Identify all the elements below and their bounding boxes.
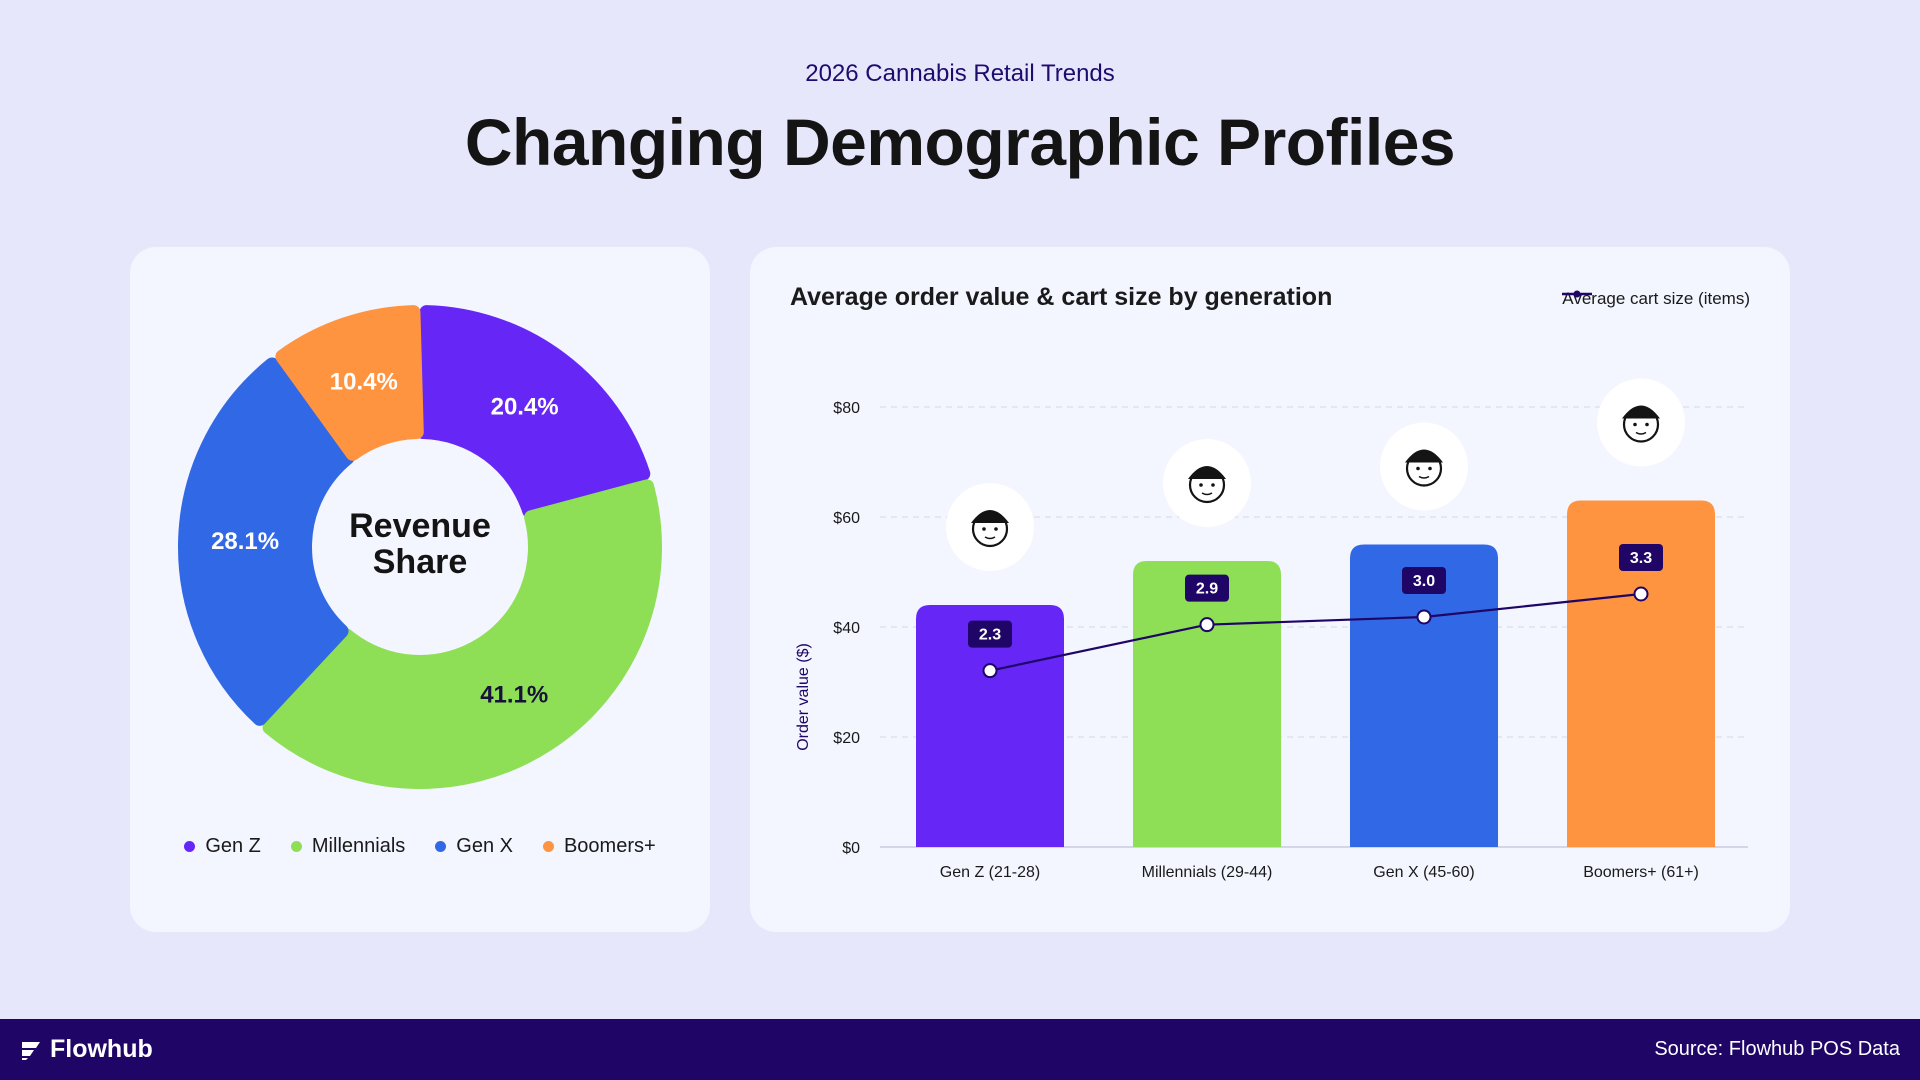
cart-size-badge bbox=[1402, 567, 1446, 594]
cart-size-label: 3.0 bbox=[1413, 573, 1435, 590]
legend-item-millennials: Millennials bbox=[290, 835, 406, 858]
x-tick-label: Millennials (29-44) bbox=[1142, 864, 1273, 881]
y-tick-label: $20 bbox=[833, 730, 860, 747]
donut-slice-boomers bbox=[275, 305, 424, 461]
cart-size-line bbox=[989, 592, 1642, 672]
y-axis-label: Order value ($) bbox=[795, 643, 812, 751]
cart-size-point bbox=[1633, 586, 1649, 602]
y-tick-label: $60 bbox=[833, 510, 860, 527]
order-value-card: Average order value & cart size by gener… bbox=[750, 247, 1790, 932]
revenue-share-card: 20.4% 41.1% 28.1% 10.4% Revenue Share Gen Z Mi… bbox=[130, 247, 710, 932]
legend-label: Gen Z bbox=[205, 835, 261, 857]
bar-millennials-29-44 bbox=[1133, 561, 1281, 847]
avatar-icon bbox=[1380, 422, 1468, 511]
brand-name: Flowhub bbox=[50, 1035, 153, 1063]
x-tick-label: Gen Z (21-28) bbox=[940, 864, 1040, 881]
line-legend-label: Average cart size (items) bbox=[1562, 289, 1750, 308]
donut-center-title: Revenue bbox=[349, 507, 491, 545]
legend-swatch bbox=[184, 841, 196, 852]
cart-size-legend: Average cart size (items) bbox=[1562, 289, 1750, 309]
flowhub-logo-icon bbox=[22, 1041, 40, 1060]
legend-item-gen-z: Gen Z bbox=[184, 835, 261, 858]
cart-size-point bbox=[982, 663, 998, 679]
donut-label-millennials: 41.1% bbox=[480, 681, 548, 708]
avatar-icon bbox=[1163, 439, 1251, 527]
legend-swatch bbox=[435, 841, 447, 852]
x-tick-label: Boomers+ (61+) bbox=[1583, 864, 1699, 881]
cart-size-label: 2.9 bbox=[1196, 581, 1218, 598]
bar-gen-z-21-28 bbox=[916, 605, 1064, 847]
y-tick-label: $80 bbox=[833, 400, 860, 417]
donut-label-gen-x: 28.1% bbox=[211, 528, 279, 555]
donut-center-title: Share bbox=[373, 543, 468, 581]
donut-slice-gen-z bbox=[416, 305, 651, 519]
y-tick-label: $0 bbox=[842, 840, 860, 857]
avatar-icon bbox=[946, 483, 1034, 571]
legend-item-gen-x: Gen X bbox=[435, 835, 513, 858]
legend-label: Millennials bbox=[311, 835, 406, 857]
legend-label: Boomers+ bbox=[563, 835, 656, 857]
source-note: Source: Flowhub POS Data bbox=[1654, 1038, 1900, 1060]
footer-bar: Flowhub Source: Flowhub POS Data bbox=[0, 1019, 1920, 1080]
cart-size-point bbox=[1416, 609, 1432, 625]
donut-label-boomers: 10.4% bbox=[330, 368, 398, 395]
cart-size-label: 2.3 bbox=[979, 627, 1001, 644]
legend-item-boomers: Boomers+ bbox=[542, 835, 656, 858]
avatar-icon bbox=[1597, 378, 1685, 467]
donut-legend: Gen Z Millennials Gen X Boomers+ bbox=[130, 835, 710, 858]
legend-swatch bbox=[290, 841, 302, 852]
flowhub-logo: Flowhub bbox=[20, 1019, 153, 1080]
donut-label-gen-z: 20.4% bbox=[491, 394, 559, 421]
cart-size-badge bbox=[1619, 544, 1663, 571]
legend-swatch bbox=[542, 841, 554, 852]
cart-size-label: 3.3 bbox=[1630, 550, 1652, 567]
legend-label: Gen X bbox=[456, 835, 513, 857]
page-title: Changing Demographic Profiles bbox=[464, 105, 1456, 179]
cart-size-badge bbox=[1185, 574, 1229, 602]
line-legend-swatch bbox=[1562, 290, 1593, 298]
eyebrow: 2026 Cannabis Retail Trends bbox=[805, 60, 1115, 87]
cart-size-badge bbox=[968, 620, 1012, 648]
cart-size-point bbox=[1199, 617, 1215, 633]
donut-slice-millennials bbox=[262, 479, 662, 789]
bar-gen-x-45-60 bbox=[1350, 544, 1498, 847]
bar-chart-title: Average order value & cart size by gener… bbox=[790, 283, 1333, 311]
donut-slice-gen-x bbox=[178, 357, 355, 726]
x-tick-label: Gen X (45-60) bbox=[1373, 864, 1474, 881]
bar-boomers-61 bbox=[1567, 500, 1715, 847]
y-tick-label: $40 bbox=[833, 620, 860, 637]
order-value-bar-chart: $0 $20 $40 $60 $80 Order value ($) Gen Z (21-2… bbox=[795, 378, 1748, 881]
